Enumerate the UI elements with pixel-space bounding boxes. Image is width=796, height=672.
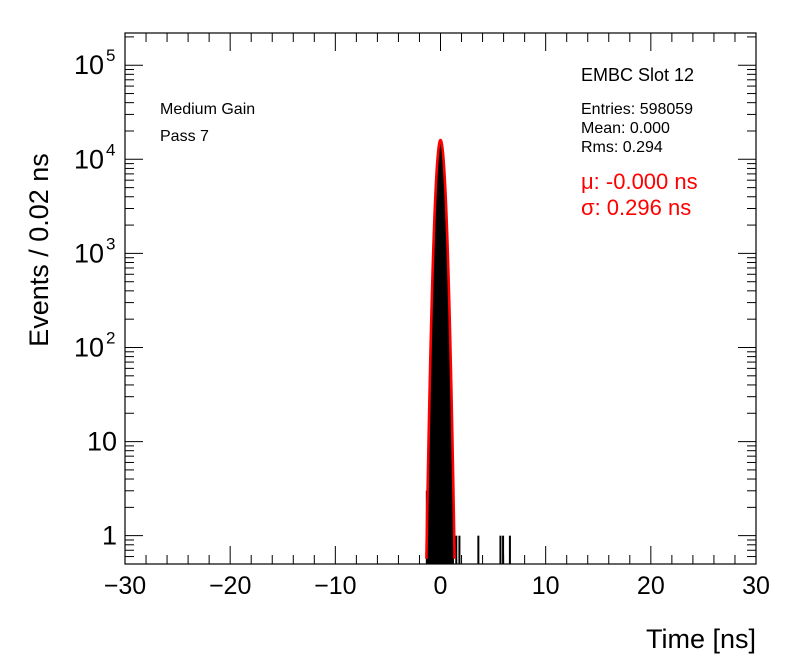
y-tick-exponent: 2 bbox=[106, 328, 115, 347]
gaussian-fit-curve bbox=[425, 138, 456, 559]
x-tick-label: −10 bbox=[314, 572, 356, 600]
fit-mu-label: μ: -0.000 ns bbox=[581, 169, 698, 194]
fit-sigma-label: σ: 0.296 ns bbox=[581, 195, 691, 220]
y-tick-label: 10 bbox=[74, 144, 104, 174]
x-tick-label: 20 bbox=[637, 572, 665, 600]
x-tick-label: 30 bbox=[742, 572, 770, 600]
x-tick-label: −30 bbox=[104, 572, 146, 600]
y-tick-label: 1 bbox=[102, 521, 117, 551]
x-tick-label: −20 bbox=[209, 572, 251, 600]
pass-label: Pass 7 bbox=[160, 128, 209, 145]
y-axis-label: Events / 0.02 ns bbox=[24, 153, 54, 347]
y-tick-label: 10 bbox=[74, 238, 104, 268]
stats-rms: Rms: 0.294 bbox=[581, 139, 663, 156]
x-axis-label: Time [ns] bbox=[646, 624, 756, 654]
stats-entries: Entries: 598059 bbox=[581, 101, 693, 118]
x-tick-label: 0 bbox=[434, 572, 448, 600]
stats-mean: Mean: 0.000 bbox=[581, 120, 670, 137]
histogram-marks bbox=[425, 140, 511, 564]
y-tick-exponent: 4 bbox=[106, 140, 115, 159]
y-tick-label: 10 bbox=[87, 427, 117, 457]
x-tick-label: 10 bbox=[532, 572, 560, 600]
y-tick-exponent: 3 bbox=[106, 234, 115, 253]
slot-label: EMBC Slot 12 bbox=[581, 65, 694, 85]
y-tick-label: 10 bbox=[74, 332, 104, 362]
y-tick-label: 10 bbox=[74, 50, 104, 80]
gain-label: Medium Gain bbox=[160, 101, 255, 118]
y-tick-exponent: 5 bbox=[106, 46, 115, 65]
